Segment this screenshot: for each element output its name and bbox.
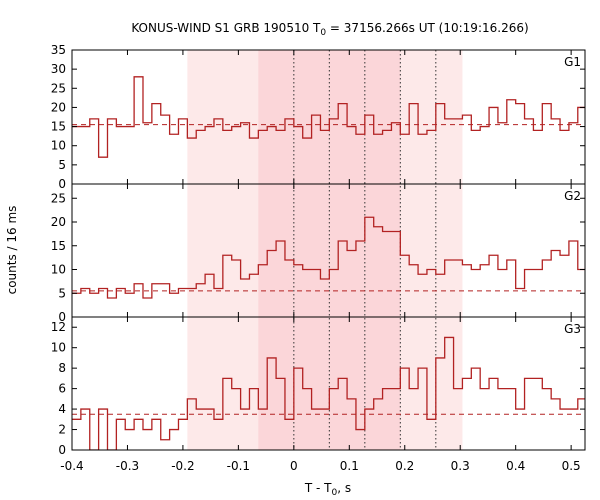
x-tick-label: 0.4 bbox=[506, 459, 525, 473]
x-tick-label: 0.1 bbox=[340, 459, 359, 473]
y-tick-label: 5 bbox=[58, 286, 66, 300]
panels: 0 5 10 15 20 25 30 35 G1 0 5 10 15 20 25 G2 0 2 4 6 8 10 12 G3 bbox=[51, 43, 586, 457]
x-tick-label: 0.3 bbox=[451, 459, 470, 473]
x-tick-label: -0.4 bbox=[60, 459, 83, 473]
y-axis-label: counts / 16 ms bbox=[5, 206, 19, 295]
y-tick-label: 20 bbox=[51, 215, 66, 229]
x-axis: -0.4 -0.3 -0.2 -0.1 0 0.1 0.2 0.3 0.4 0.5 bbox=[60, 459, 580, 473]
x-tick-label: -0.2 bbox=[171, 459, 194, 473]
y-tick-label: 5 bbox=[58, 158, 66, 172]
chart-title: KONUS-WIND S1 GRB 190510 T0 = 37156.266s… bbox=[131, 21, 528, 38]
y-tick-label: 2 bbox=[58, 423, 66, 437]
x-tick-label: 0.5 bbox=[562, 459, 581, 473]
y-tick-label: 0 bbox=[58, 177, 66, 191]
y-tick-label: 15 bbox=[51, 239, 66, 253]
y-tick-label: 35 bbox=[51, 43, 66, 57]
y-tick-label: 6 bbox=[58, 382, 66, 396]
panel-label-g3: G3 bbox=[564, 322, 581, 336]
x-tick-label: -0.3 bbox=[116, 459, 139, 473]
panel-label-g2: G2 bbox=[564, 189, 581, 203]
y-tick-label: 0 bbox=[58, 310, 66, 324]
panel-label-g1: G1 bbox=[564, 55, 581, 69]
histogram-g1 bbox=[72, 76, 585, 158]
histogram-g2 bbox=[72, 216, 585, 299]
y-tick-label: 25 bbox=[51, 81, 66, 95]
panel-frame-g3 bbox=[71, 316, 586, 451]
y-tick-label: 20 bbox=[51, 100, 66, 114]
x-tick-label: 0 bbox=[290, 459, 298, 473]
y-tick-label: 12 bbox=[51, 320, 66, 334]
y-tick-label: 0 bbox=[58, 443, 66, 457]
y-tick-label: 10 bbox=[51, 139, 66, 153]
x-tick-label: 0.2 bbox=[395, 459, 414, 473]
y-tick-label: 25 bbox=[51, 191, 66, 205]
y-tick-label: 15 bbox=[51, 120, 66, 134]
y-tick-label: 10 bbox=[51, 263, 66, 277]
y-tick-label: 8 bbox=[58, 361, 66, 375]
x-axis-label: T - T0, s bbox=[304, 481, 351, 498]
panel-g2: 0 5 10 15 20 25 G2 bbox=[51, 183, 586, 324]
panel-g3: 0 2 4 6 8 10 12 G3 bbox=[51, 316, 586, 457]
histogram-g3 bbox=[72, 336, 585, 450]
y-tick-label: 10 bbox=[51, 341, 66, 355]
y-tick-label: 30 bbox=[51, 62, 66, 76]
shaded-regions bbox=[187, 50, 463, 450]
x-tick-label: -0.1 bbox=[227, 459, 250, 473]
panel-g1: 0 5 10 15 20 25 30 35 G1 bbox=[51, 43, 586, 191]
y-tick-label: 4 bbox=[58, 402, 66, 416]
